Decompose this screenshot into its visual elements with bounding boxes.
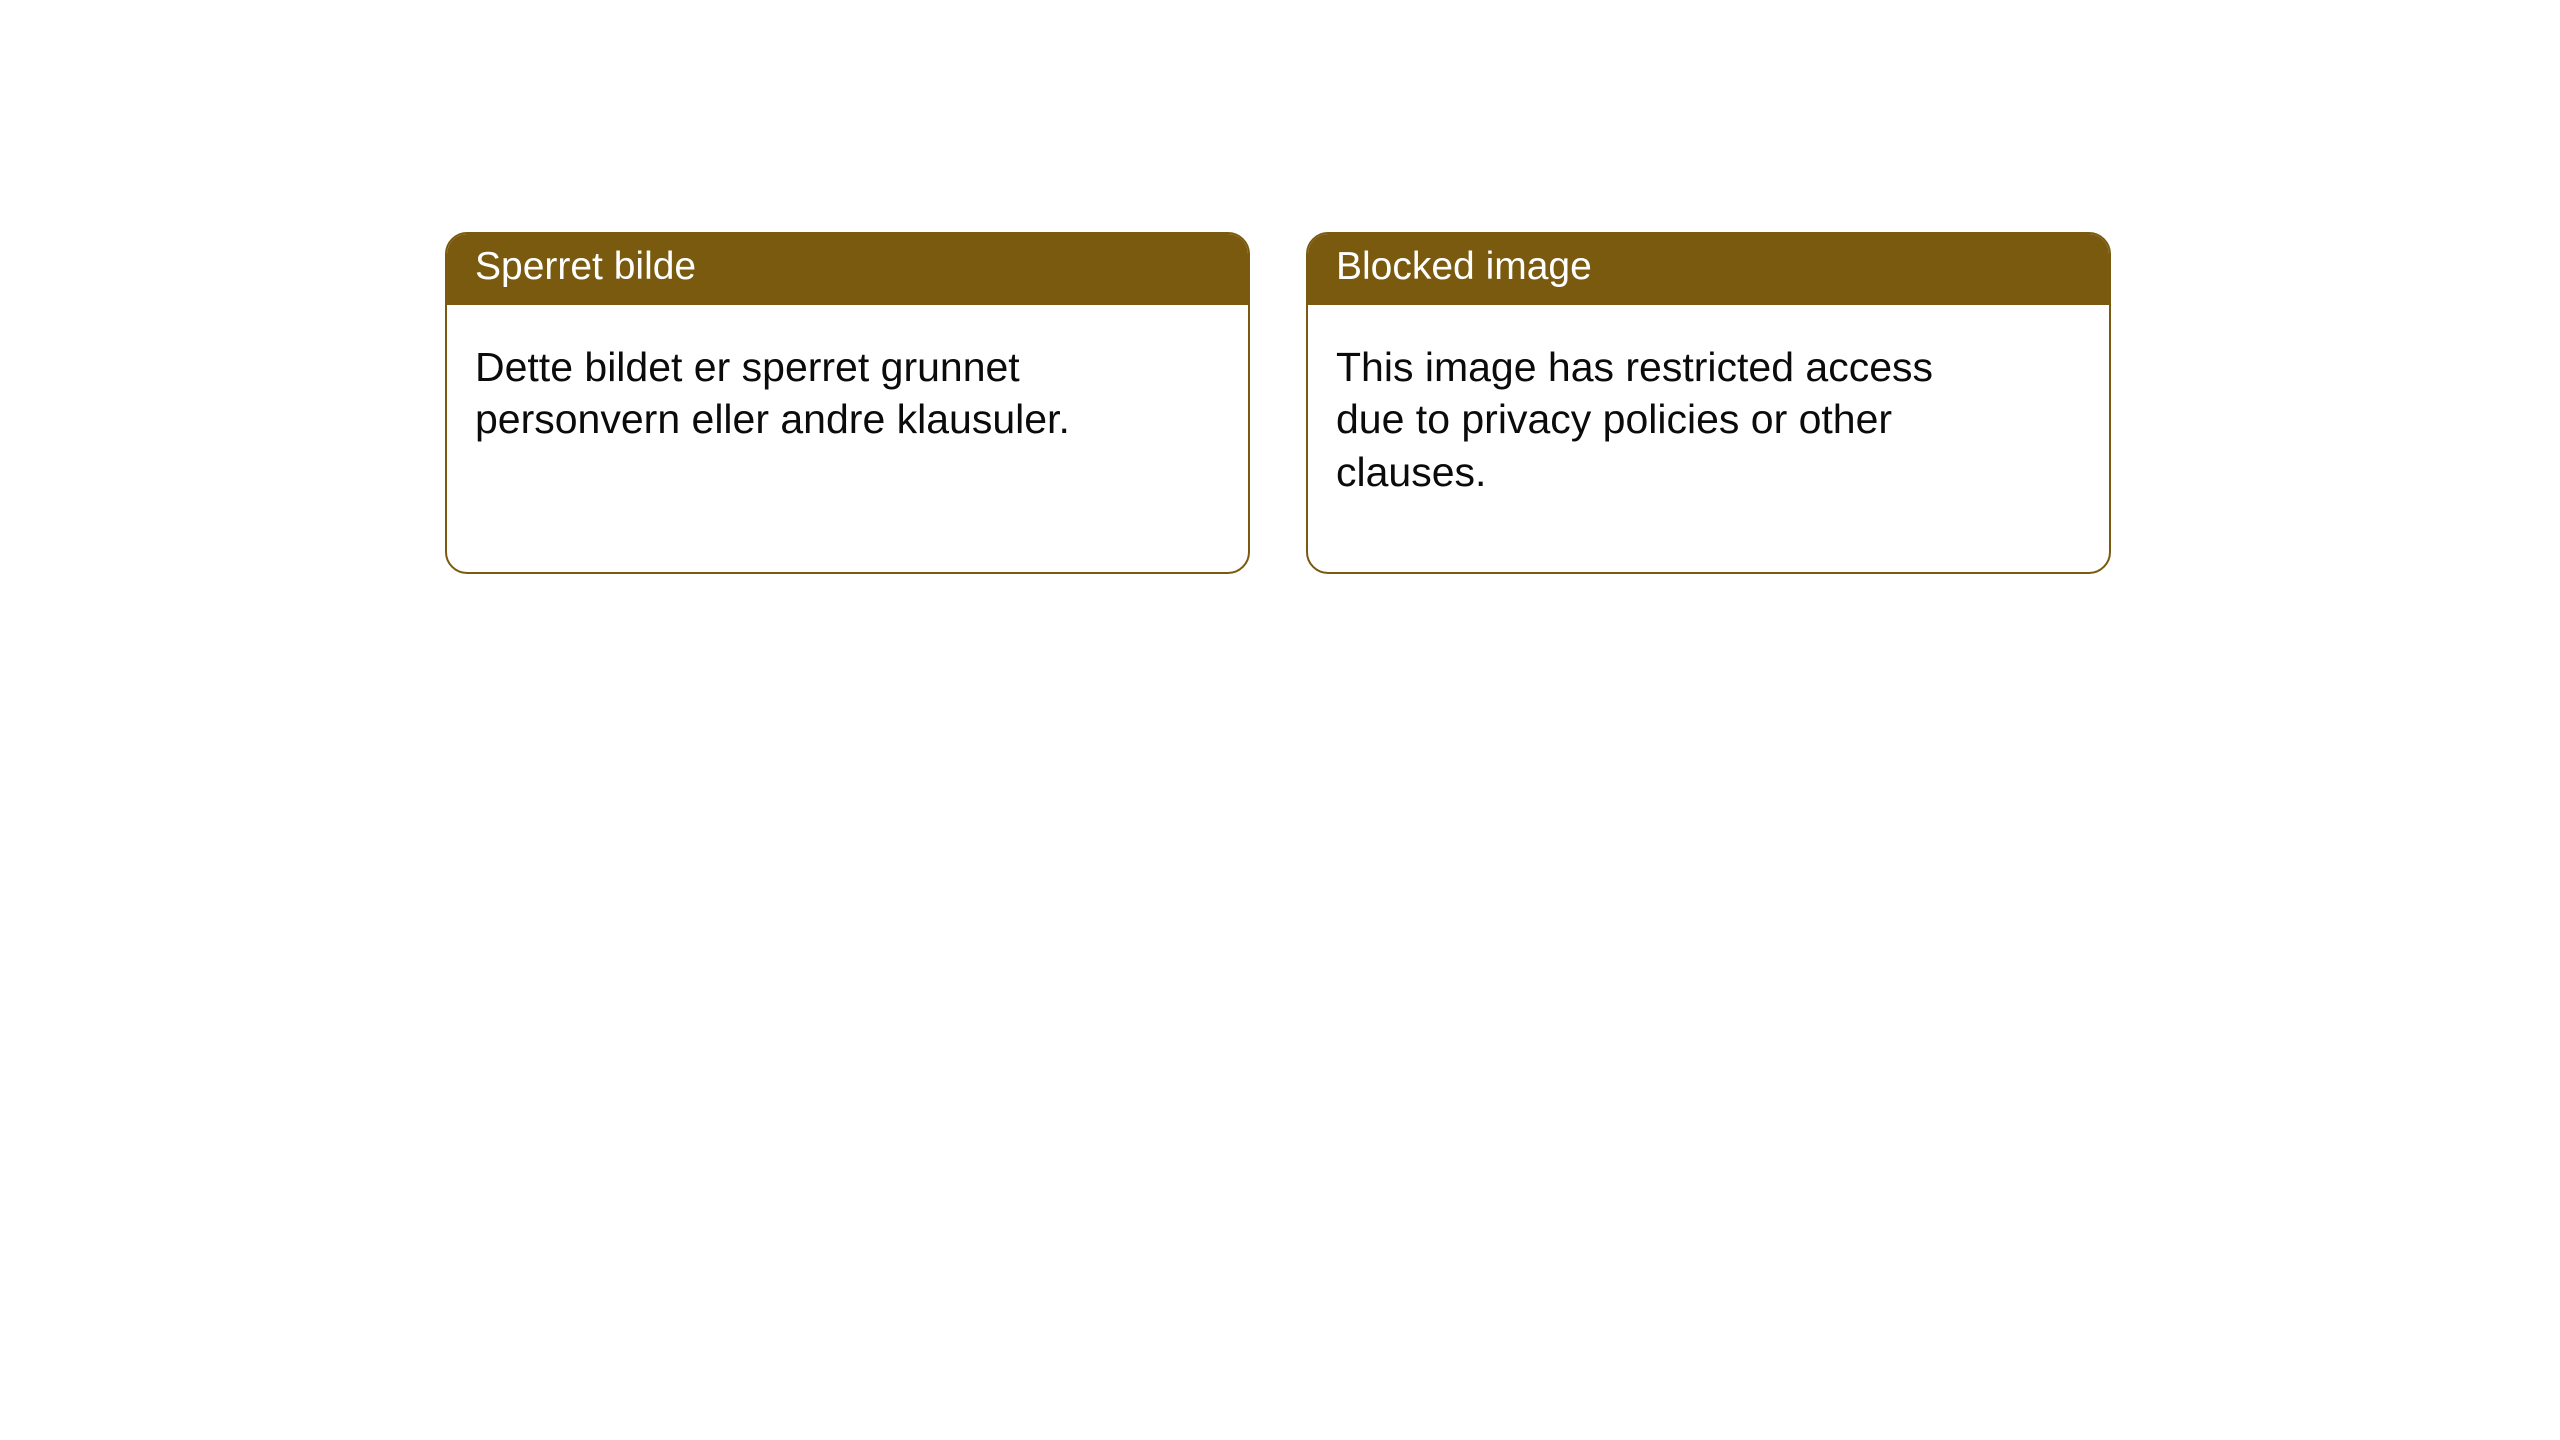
- card-title: Sperret bilde: [475, 245, 696, 288]
- card-body: This image has restricted access due to …: [1308, 305, 2028, 498]
- card-body-text: This image has restricted access due to …: [1336, 344, 1933, 495]
- blocked-image-notices: Sperret bilde Dette bildet er sperret gr…: [445, 232, 2560, 574]
- card-header: Blocked image: [1308, 234, 2109, 305]
- blocked-image-card-en: Blocked image This image has restricted …: [1306, 232, 2111, 574]
- card-body: Dette bildet er sperret grunnet personve…: [447, 305, 1167, 446]
- blocked-image-card-no: Sperret bilde Dette bildet er sperret gr…: [445, 232, 1250, 574]
- card-title: Blocked image: [1336, 245, 1592, 288]
- card-header: Sperret bilde: [447, 234, 1248, 305]
- card-body-text: Dette bildet er sperret grunnet personve…: [475, 344, 1070, 442]
